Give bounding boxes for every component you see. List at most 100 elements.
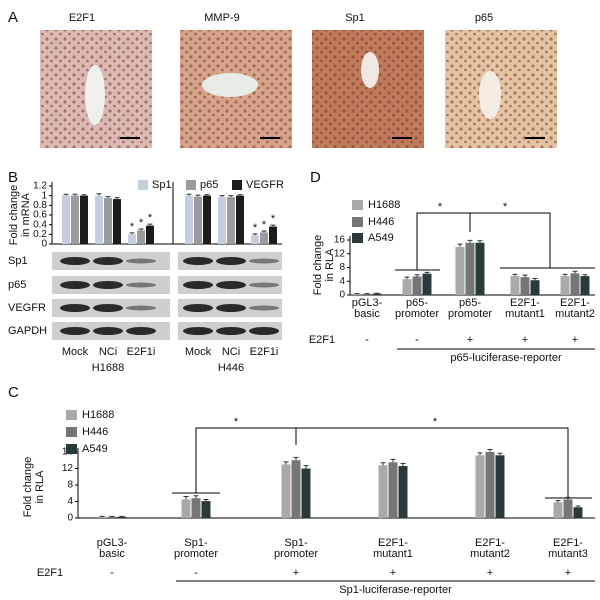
micrograph-texture <box>312 30 424 148</box>
treatment-sign: + <box>390 567 396 579</box>
treatment-sign: + <box>487 567 493 579</box>
error-bar <box>203 498 209 502</box>
blot-band <box>183 327 213 335</box>
bar <box>475 455 485 518</box>
significance-star: * <box>234 416 239 428</box>
treatment-sign: + <box>293 567 299 579</box>
bar <box>422 273 432 295</box>
bar <box>475 242 485 295</box>
error-bar <box>467 239 473 243</box>
treatment-label: E2F1 <box>309 334 335 346</box>
legend-swatch <box>352 217 363 227</box>
error-bar <box>512 273 518 277</box>
y-tick-label: 4 <box>67 496 73 507</box>
treatment-sign: + <box>565 567 571 579</box>
bar <box>495 455 505 518</box>
error-bar <box>186 193 192 196</box>
bar <box>218 197 226 244</box>
blot-label: Sp1 <box>8 255 28 267</box>
blot-band <box>93 327 123 335</box>
y-axis-label: Fold change <box>22 457 34 518</box>
treatment-sign: + <box>467 334 473 346</box>
blot-band <box>216 327 246 335</box>
y-tick-label: 0.6 <box>33 210 47 221</box>
y-tick-label: 0 <box>67 513 73 524</box>
bar <box>97 516 107 518</box>
error-bar <box>252 233 258 236</box>
group-label: H446 <box>218 362 244 374</box>
error-bar <box>293 456 299 461</box>
y-axis-label: in RLA <box>34 470 46 504</box>
legend-label: H1688 <box>82 409 114 421</box>
error-bar <box>81 194 87 196</box>
blot-band <box>93 257 123 265</box>
y-axis-label: in mRNA <box>20 192 32 237</box>
y-tick-label: 0.2 <box>33 229 47 240</box>
legend-label: A549 <box>82 443 108 455</box>
treatment-sign: - <box>110 567 114 579</box>
x-tick-label: basic <box>354 308 380 320</box>
bar <box>520 277 530 295</box>
error-bar <box>522 274 528 278</box>
bar <box>137 230 145 244</box>
bar <box>398 466 408 518</box>
bar <box>260 232 268 244</box>
error-bar <box>477 240 483 243</box>
y-tick-label: 0.4 <box>33 219 47 230</box>
bar <box>402 279 412 295</box>
error-bar <box>195 194 201 197</box>
y-axis-label: in RLA <box>324 248 336 282</box>
bar <box>570 273 580 295</box>
bar <box>530 280 540 295</box>
x-tick-label: E2F1- <box>560 297 590 309</box>
error-bar <box>487 449 493 452</box>
error-bar <box>270 224 276 227</box>
error-bar <box>105 196 111 199</box>
blot-band <box>126 282 156 288</box>
stain-label: E2F1 <box>69 12 95 24</box>
treatment-sign: - <box>194 567 198 579</box>
blot-band <box>60 281 90 289</box>
x-tick-label: E2F1- <box>378 537 408 549</box>
bar <box>62 195 70 244</box>
y-tick-label: 1 <box>41 190 47 201</box>
bar <box>95 195 103 244</box>
bar <box>573 507 583 518</box>
legend-label: VEGFR <box>246 179 284 191</box>
bar <box>191 498 201 518</box>
error-bar <box>424 271 430 274</box>
x-tick-label: mutant3 <box>548 548 588 560</box>
error-bar <box>147 223 153 226</box>
y-tick-label: 12 <box>62 463 74 474</box>
significance-star: * <box>262 219 267 231</box>
legend-label: A549 <box>368 232 394 244</box>
y-axis-label: Fold change <box>312 235 324 296</box>
bar <box>580 276 590 295</box>
bar <box>485 452 495 518</box>
x-tick-label: promoter <box>395 308 439 320</box>
y-tick-label: 0 <box>41 239 47 250</box>
x-tick-label: Sp1- <box>284 537 308 549</box>
x-tick-label: basic <box>99 548 125 560</box>
x-tick-label: E2F1i <box>127 346 156 358</box>
x-tick-label: promoter <box>274 548 318 560</box>
error-bar <box>582 274 588 277</box>
significance-star: * <box>253 222 258 234</box>
legend-swatch <box>138 180 148 190</box>
vessel <box>361 52 379 88</box>
x-tick-label: Mock <box>185 346 212 358</box>
blot-band <box>126 327 156 335</box>
x-tick-label: E2F1- <box>510 297 540 309</box>
bar <box>388 462 398 518</box>
error-bar <box>404 276 410 280</box>
bar <box>107 516 117 518</box>
bar <box>80 195 88 244</box>
x-tick-label: E2F1- <box>475 537 505 549</box>
legend-label: H446 <box>368 216 394 228</box>
bracket <box>395 212 595 271</box>
error-bar <box>457 243 463 247</box>
bar <box>291 460 301 518</box>
blot-label: GAPDH <box>8 325 47 337</box>
x-tick-label: E2F1i <box>250 346 279 358</box>
